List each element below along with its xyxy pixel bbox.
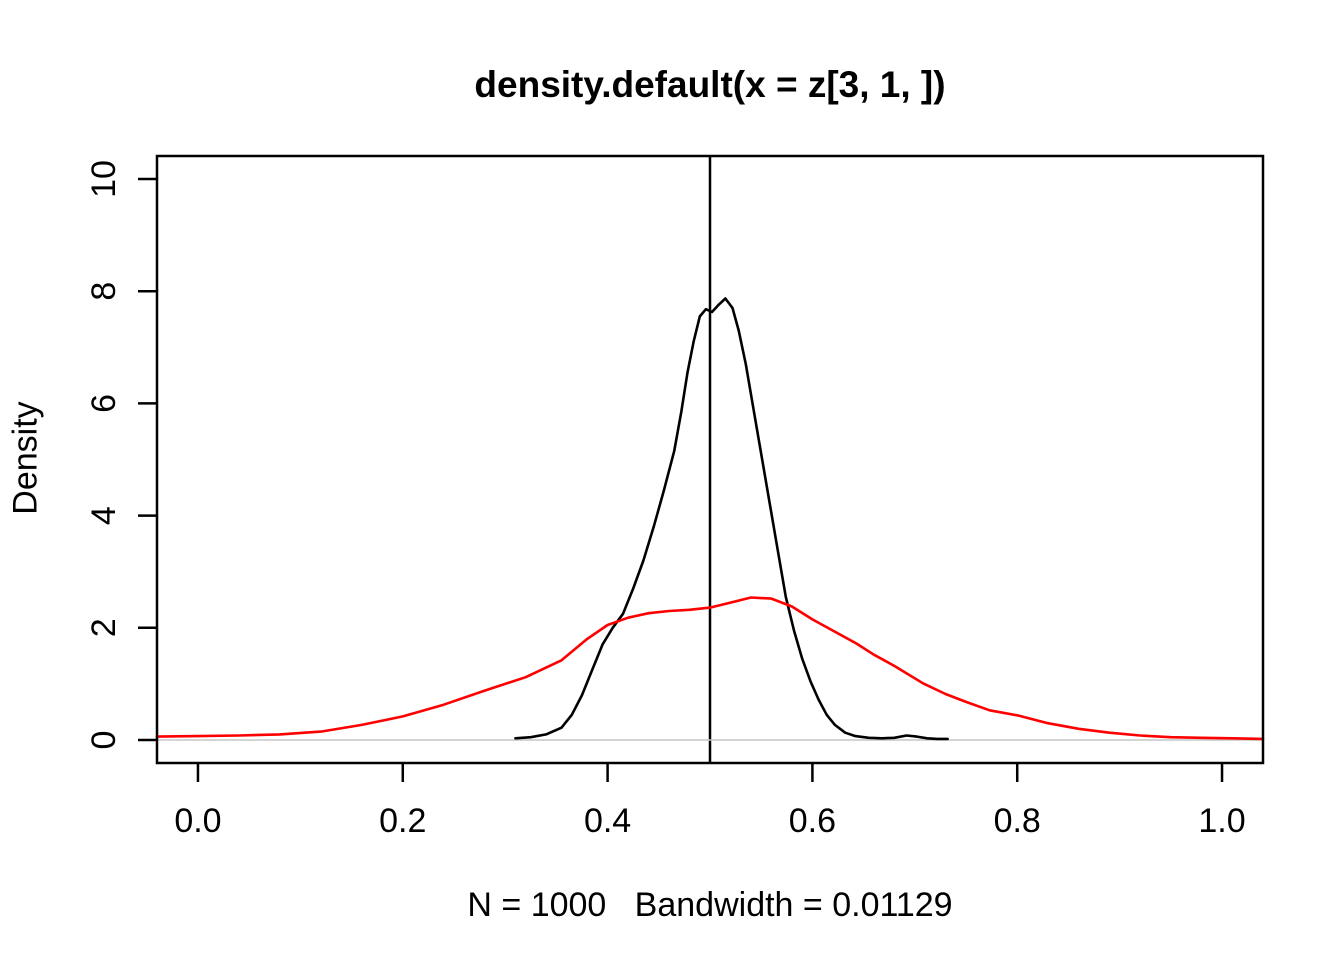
plot-title: density.default(x = z[3, 1, ]) [474,64,946,105]
x-tick-label: 0.0 [174,802,221,840]
x-tick-label: 0.2 [379,802,426,840]
plot-border-box [155,154,1265,765]
x-tick-label: 0.4 [584,802,631,840]
y-tick-label: 10 [85,160,123,198]
y-tick-label: 8 [85,282,123,301]
plot-border [155,154,1265,765]
x-tick-label: 1.0 [1198,802,1245,840]
x-axis: 0.0 0.2 0.4 0.6 0.8 1.0 [174,763,1246,840]
x-tick-label: 0.8 [994,802,1041,840]
density-curve-red [155,596,1265,741]
density-curve-black [514,297,949,741]
y-tick-label: 4 [85,506,123,525]
y-tick-label: 6 [85,394,123,413]
density-curves [155,297,1265,741]
x-tick-label: 0.6 [789,802,836,840]
y-tick-label: 0 [85,731,123,750]
y-tick-label: 2 [85,618,123,637]
y-axis: 0 2 4 6 8 10 [85,160,157,749]
x-axis-subtitle: N = 1000 Bandwidth = 0.01129 [467,886,953,924]
reference-lines [157,156,1263,763]
